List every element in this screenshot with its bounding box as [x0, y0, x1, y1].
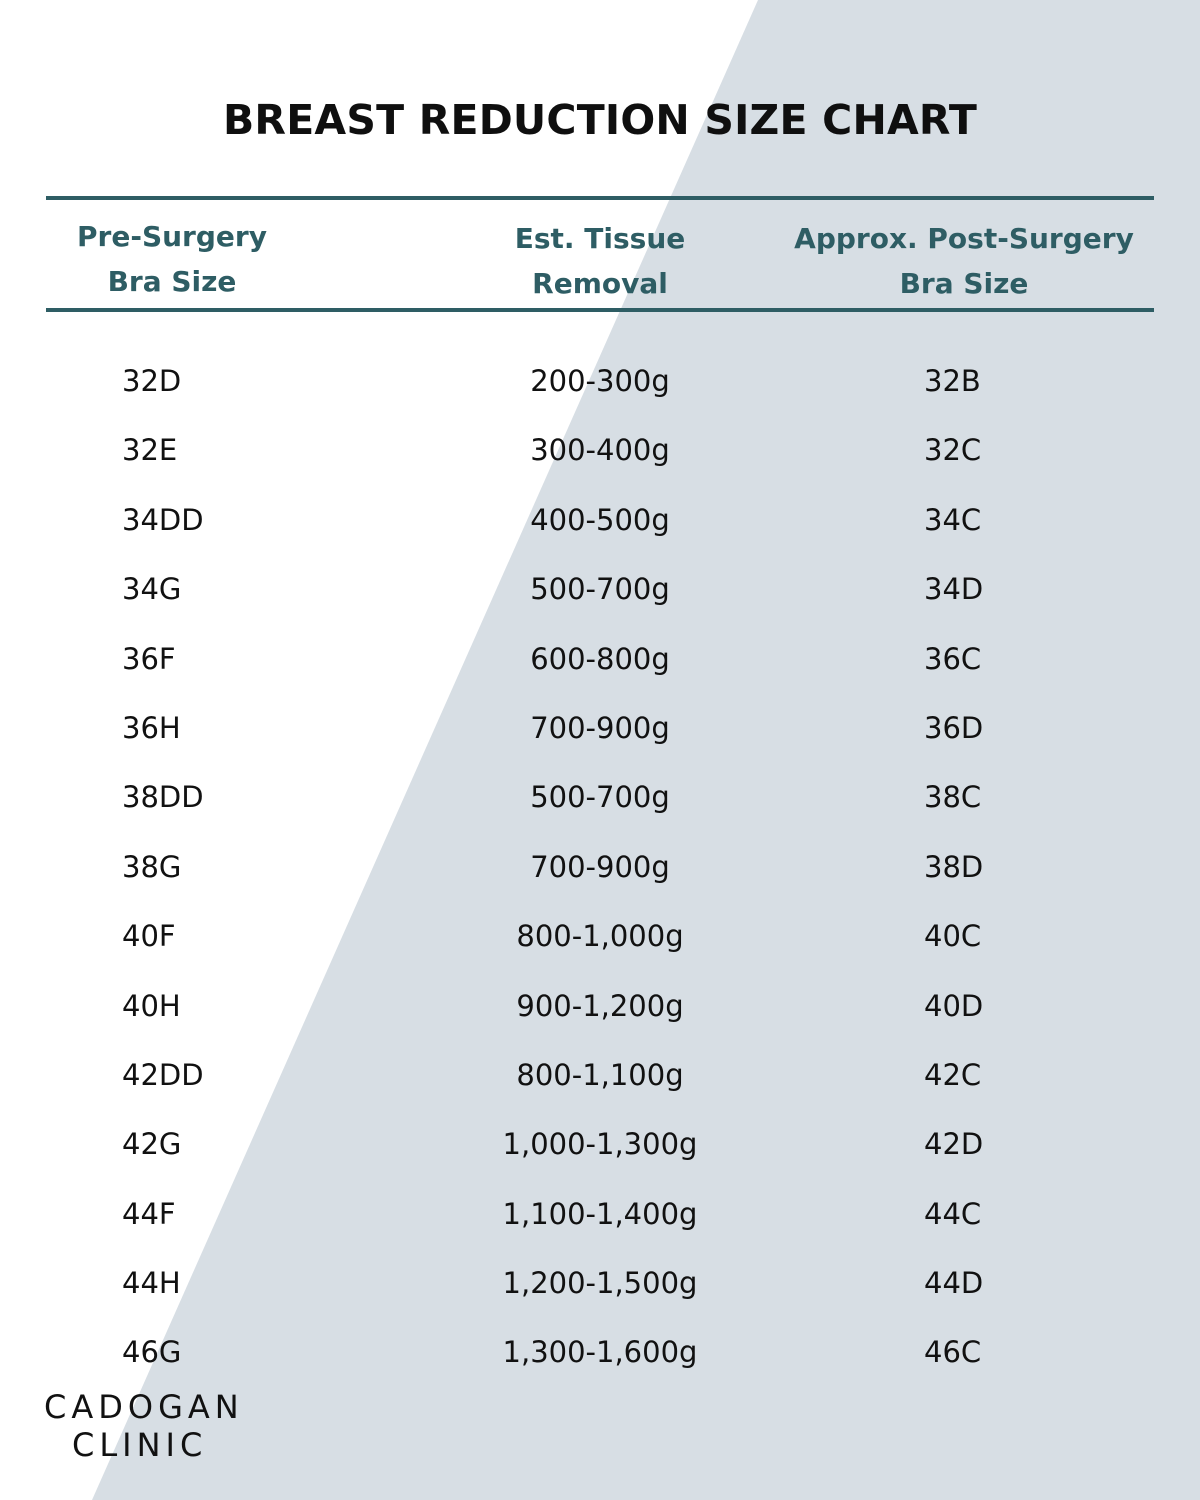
pre-surgery-size-cell: 32E: [122, 433, 178, 468]
tissue-removal-cell: 600-800g: [530, 641, 670, 676]
tissue-removal-cell: 300-400g: [530, 433, 670, 468]
pre-surgery-size-cell: 46G: [122, 1335, 182, 1370]
column-header-post-line-1: Approx. Post-Surgery: [794, 222, 1134, 255]
table-row: 34DD 400-500g 34C: [0, 485, 1200, 554]
post-surgery-size-cell: 34D: [924, 572, 984, 607]
size-table-body: 32D 200-300g 32B 32E 300-400g 32C 34DD 4…: [0, 346, 1200, 1387]
table-row: 38G 700-900g 38D: [0, 832, 1200, 901]
tissue-removal-cell: 500-700g: [530, 780, 670, 815]
pre-surgery-size-cell: 44F: [122, 1196, 176, 1231]
table-row: 42G 1,000-1,300g 42D: [0, 1109, 1200, 1178]
tissue-removal-cell: 800-1,000g: [516, 919, 684, 954]
pre-surgery-size-cell: 40H: [122, 988, 181, 1023]
tissue-removal-cell: 1,300-1,600g: [502, 1335, 698, 1370]
post-surgery-size-cell: 34C: [924, 502, 982, 537]
tissue-removal-cell: 1,100-1,400g: [502, 1196, 698, 1231]
table-row: 40F 800-1,000g 40C: [0, 901, 1200, 970]
pre-surgery-size-cell: 38G: [122, 849, 182, 884]
table-row: 44H 1,200-1,500g 44D: [0, 1248, 1200, 1317]
post-surgery-size-cell: 40C: [924, 919, 982, 954]
pre-surgery-size-cell: 42G: [122, 1127, 182, 1162]
table-row: 38DD 500-700g 38C: [0, 762, 1200, 831]
pre-surgery-size-cell: 32D: [122, 364, 182, 398]
post-surgery-size-cell: 38D: [924, 849, 984, 884]
post-surgery-size-cell: 36C: [924, 641, 982, 676]
column-header-tissue-removal: Est. Tissue Removal: [450, 216, 750, 306]
tissue-removal-cell: 1,000-1,300g: [502, 1127, 698, 1162]
table-row: 32D 200-300g 32B: [0, 346, 1200, 415]
table-row: 44F 1,100-1,400g 44C: [0, 1179, 1200, 1248]
tissue-removal-cell: 700-900g: [530, 849, 670, 884]
post-surgery-size-cell: 46C: [924, 1335, 982, 1370]
tissue-removal-cell: 800-1,100g: [516, 1057, 684, 1092]
tissue-removal-cell: 1,200-1,500g: [502, 1266, 698, 1301]
pre-surgery-size-cell: 34G: [122, 572, 182, 607]
tissue-removal-cell: 500-700g: [530, 572, 670, 607]
tissue-removal-cell: 200-300g: [530, 364, 670, 398]
table-row: 42DD 800-1,100g 42C: [0, 1040, 1200, 1109]
column-header-est-line-2: Removal: [532, 267, 668, 300]
logo-line-1: CADOGAN: [44, 1388, 244, 1426]
page-title: BREAST REDUCTION SIZE CHART: [222, 96, 977, 144]
table-row: 40H 900-1,200g 40D: [0, 971, 1200, 1040]
post-surgery-size-cell: 32B: [924, 364, 981, 398]
post-surgery-size-cell: 40D: [924, 988, 984, 1023]
pre-surgery-size-cell: 36F: [122, 641, 176, 676]
pre-surgery-size-cell: 44H: [122, 1266, 181, 1301]
tissue-removal-cell: 700-900g: [530, 710, 670, 745]
column-header-pre-line-2: Bra Size: [107, 265, 237, 298]
pre-surgery-size-cell: 40F: [122, 919, 176, 954]
header-rule-bottom: [46, 308, 1154, 312]
post-surgery-size-cell: 42D: [924, 1127, 984, 1162]
post-surgery-size-cell: 44D: [924, 1266, 984, 1301]
header-rule-top: [46, 196, 1154, 200]
tissue-removal-cell: 400-500g: [530, 502, 670, 537]
shaded-diagonal-region: [92, 0, 1200, 1500]
post-surgery-size-cell: 32C: [924, 433, 982, 468]
column-header-pre-surgery: Pre-Surgery Bra Size: [22, 214, 322, 304]
cadogan-clinic-logo: CADOGAN CLINIC: [44, 1388, 244, 1464]
column-header-post-surgery: Approx. Post-Surgery Bra Size: [764, 216, 1164, 306]
pre-surgery-size-cell: 42DD: [122, 1057, 204, 1092]
post-surgery-size-cell: 36D: [924, 710, 984, 745]
post-surgery-size-cell: 42C: [924, 1057, 982, 1092]
column-header-est-line-1: Est. Tissue: [514, 222, 686, 255]
pre-surgery-size-cell: 34DD: [122, 502, 204, 537]
table-row: 36F 600-800g 36C: [0, 624, 1200, 693]
column-header-post-line-2: Bra Size: [899, 267, 1029, 300]
tissue-removal-cell: 900-1,200g: [516, 988, 684, 1023]
table-row: 46G 1,300-1,600g 46C: [0, 1317, 1200, 1386]
post-surgery-size-cell: 44C: [924, 1196, 982, 1231]
table-row: 36H 700-900g 36D: [0, 693, 1200, 762]
table-row: 32E 300-400g 32C: [0, 415, 1200, 484]
pre-surgery-size-cell: 38DD: [122, 780, 204, 815]
table-row: 34G 500-700g 34D: [0, 554, 1200, 623]
logo-line-2: CLINIC: [72, 1426, 208, 1464]
post-surgery-size-cell: 38C: [924, 780, 982, 815]
pre-surgery-size-cell: 36H: [122, 710, 181, 745]
column-header-pre-line-1: Pre-Surgery: [77, 220, 267, 253]
